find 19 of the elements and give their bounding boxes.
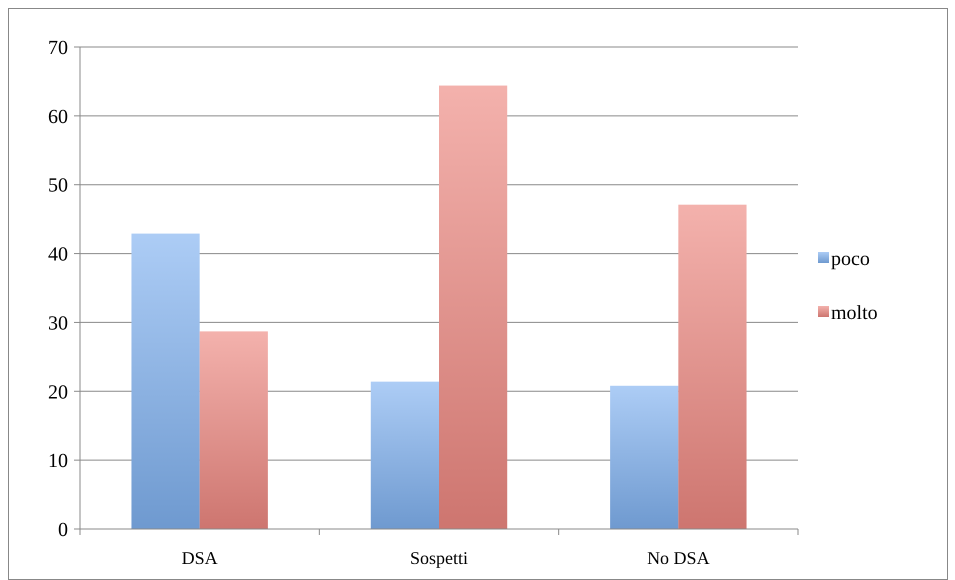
bar	[610, 386, 678, 529]
bar	[370, 382, 439, 529]
bar	[678, 204, 747, 529]
y-tick-label: 10	[48, 450, 68, 472]
bar	[439, 86, 508, 529]
legend-label: molto	[831, 302, 878, 324]
y-tick-label: 50	[48, 174, 68, 197]
y-tick-label: 30	[48, 312, 68, 334]
x-tick-label: No DSA	[647, 548, 710, 568]
bar	[131, 234, 200, 529]
y-tick-label: 70	[48, 37, 68, 59]
y-tick-label: 60	[48, 106, 68, 128]
x-tick-label: DSA	[182, 548, 218, 568]
bar	[200, 331, 268, 529]
y-tick-label: 0	[58, 519, 68, 541]
legend-label: poco	[831, 248, 870, 270]
x-tick-label: Sospetti	[410, 548, 468, 568]
y-tick-label: 40	[48, 244, 68, 266]
y-tick-label: 20	[48, 381, 68, 404]
